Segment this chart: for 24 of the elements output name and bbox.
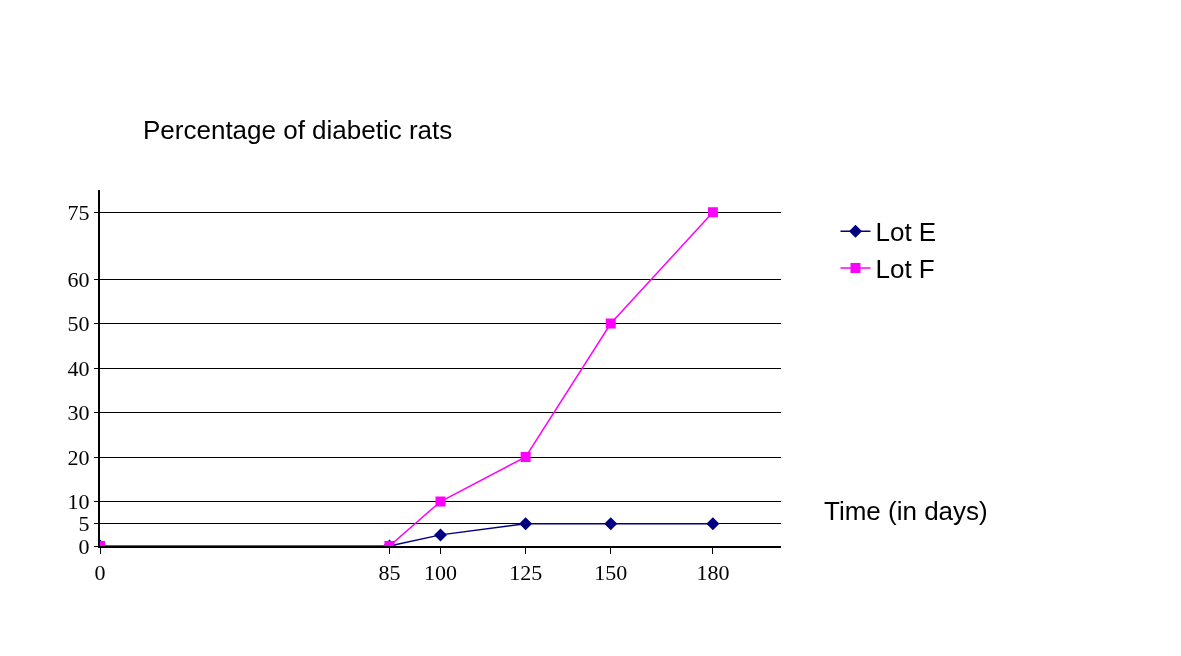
x-tick-label: 125 [509, 560, 543, 586]
y-tick-label: 30 [67, 400, 90, 426]
y-tick-label: 50 [67, 311, 90, 337]
y-axis-title: Percentage of diabetic rats [143, 115, 453, 145]
x-tick-label: 85 [378, 560, 401, 586]
x-tick-label: 150 [594, 560, 628, 586]
point [520, 452, 531, 462]
y-tick-label: 40 [67, 355, 90, 381]
point [605, 318, 616, 329]
y-tick-label: 60 [67, 266, 90, 292]
legend-label: Lot E [875, 217, 937, 248]
point [604, 517, 618, 531]
point [706, 517, 720, 531]
x-axis-title: Time (in days) [824, 496, 988, 526]
point [434, 528, 447, 542]
x-tick-label: 0 [94, 560, 106, 586]
legend-label: Lot F [875, 254, 935, 285]
x-tick-label: 100 [424, 560, 457, 586]
point [435, 496, 446, 507]
y-tick-label: 75 [67, 199, 90, 225]
point [519, 517, 533, 531]
point [707, 207, 718, 218]
y-tick-label: 20 [67, 444, 90, 470]
x-tick-label: 180 [696, 560, 730, 586]
